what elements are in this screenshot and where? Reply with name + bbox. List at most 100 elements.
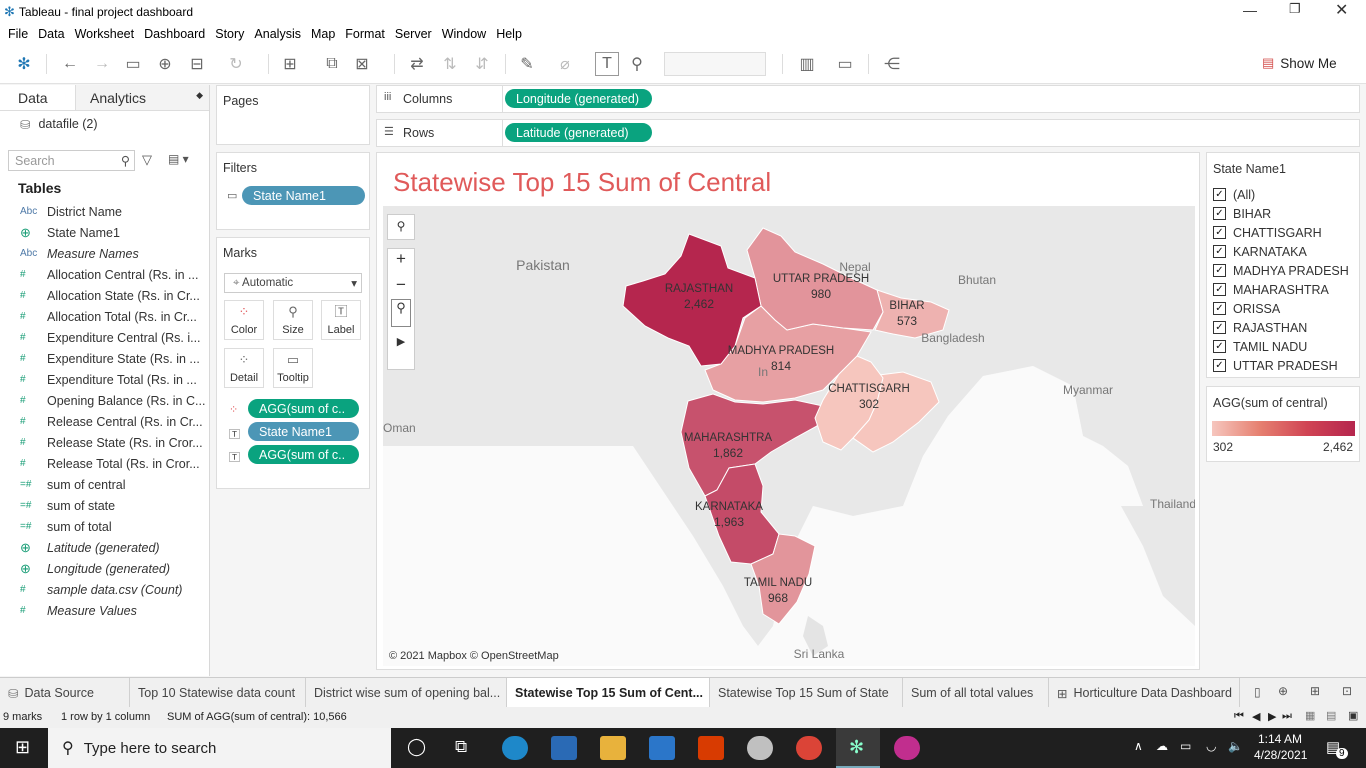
checkbox-checked-icon[interactable]: ✓ (1213, 188, 1226, 201)
tab-sheet-central[interactable]: Statewise Top 15 Sum of Cent... (507, 678, 710, 708)
state-shape-chattisgarh[interactable] (814, 355, 884, 451)
state-shape-bihar[interactable] (874, 289, 950, 339)
tab-data-source[interactable]: ⛁ Data Source (0, 678, 130, 708)
field-item[interactable]: ⊕ Longitude (generated) (0, 558, 209, 579)
new-story-tab-icon[interactable]: ⊡ (1342, 684, 1353, 698)
menu-dashboard[interactable]: Dashboard (144, 26, 206, 41)
filmstrip-view-icon[interactable]: ▤ (1326, 710, 1337, 722)
sheet-nav-prev-icon[interactable]: ◀ (1252, 711, 1261, 723)
clock-date[interactable]: 4/28/2021 (1254, 748, 1308, 762)
menu-story[interactable]: Story (215, 26, 245, 41)
field-item[interactable]: # sample data.csv (Count) (0, 579, 209, 600)
volume-icon[interactable]: 🔈 (1228, 739, 1243, 753)
wifi-icon[interactable]: ◡ (1206, 739, 1217, 753)
field-item[interactable]: Abc District Name (0, 201, 209, 222)
marks-label-pill-state[interactable]: State Name1 (248, 422, 359, 441)
new-datasource-icon[interactable]: ⊕ (158, 56, 172, 73)
field-item[interactable]: # Allocation Central (Rs. in ... (0, 264, 209, 285)
new-story-icon[interactable]: ▯ (1254, 685, 1261, 699)
expand-toolbar-icon[interactable]: ▶ (396, 336, 406, 348)
state-filter-item[interactable]: ✓ CHATTISGARH (1207, 223, 1359, 242)
field-item[interactable]: # Measure Values (0, 600, 209, 621)
tabs-view-icon[interactable]: ▣ (1348, 710, 1359, 722)
share-icon[interactable]: ⋲ (884, 56, 900, 73)
checkbox-checked-icon[interactable]: ✓ (1213, 302, 1226, 315)
show-me-button[interactable]: ▤ Show Me (1262, 55, 1337, 71)
refresh-icon[interactable]: ↻ (229, 56, 243, 73)
state-filter-item[interactable]: ✓ RAJASTHAN (1207, 318, 1359, 337)
photos-icon[interactable] (747, 736, 773, 760)
field-item[interactable]: # Opening Balance (Rs. in C... (0, 390, 209, 411)
minimize-button[interactable]: — (1243, 2, 1257, 18)
state-filter-item[interactable]: ✓ (All) (1207, 185, 1359, 204)
checkbox-checked-icon[interactable]: ✓ (1213, 226, 1226, 239)
search-input[interactable]: Search ⚲ (8, 150, 135, 171)
clear-sheet-icon[interactable]: ⊠ (355, 56, 369, 73)
clock-time[interactable]: 1:14 AM (1258, 732, 1303, 746)
map-search-button[interactable]: ⚲ (387, 214, 415, 240)
checkbox-checked-icon[interactable]: ✓ (1213, 359, 1226, 372)
tab-dashboard[interactable]: ⊞ Horticulture Data Dashboard (1049, 678, 1240, 708)
rows-pill[interactable]: Latitude (generated) (505, 123, 652, 142)
mail-icon[interactable] (649, 736, 675, 760)
show-hidden-icons[interactable]: ∧ (1134, 739, 1143, 753)
size-button[interactable]: ⚲ Size (273, 300, 313, 340)
marks-color-pill[interactable]: AGG(sum of c.. (248, 399, 359, 418)
save-icon[interactable]: ▭ (125, 56, 141, 73)
tableau-home-icon[interactable]: ✻ (17, 56, 31, 73)
map-attribution[interactable]: © 2021 Mapbox © OpenStreetMap (389, 650, 559, 662)
field-item[interactable]: ⊕ Latitude (generated) (0, 537, 209, 558)
checkbox-checked-icon[interactable]: ✓ (1213, 264, 1226, 277)
field-item[interactable]: =# sum of state (0, 495, 209, 516)
menu-help[interactable]: Help (496, 26, 522, 41)
field-item[interactable]: =# sum of central (0, 474, 209, 495)
tab-data[interactable]: Data (0, 85, 76, 110)
new-sheet-icon[interactable]: ⊕ (1278, 684, 1289, 698)
map-canvas[interactable]: RAJASTHAN 2,462 KARNATAKA 1,963 MAHARASHTRA 1… (383, 206, 1195, 666)
paint-icon[interactable] (894, 736, 920, 760)
presentation-icon[interactable]: ▭ (837, 56, 853, 73)
tableau-taskbar-icon[interactable]: ✻ (836, 728, 880, 768)
tab-sheet-total[interactable]: Sum of all total values (903, 678, 1049, 708)
checkbox-checked-icon[interactable]: ✓ (1213, 207, 1226, 220)
swap-icon[interactable]: ⇄ (410, 56, 424, 73)
zoom-out-button[interactable]: − (396, 275, 406, 294)
tab-sheet-top10[interactable]: Top 10 Statewise data count (130, 678, 306, 708)
sheet-nav-first-icon[interactable]: ⏮ (1234, 710, 1244, 722)
menu-file[interactable]: File (8, 26, 29, 41)
show-labels-icon[interactable]: T (595, 52, 619, 76)
task-view-icon[interactable]: ⧉ (455, 737, 468, 756)
menu-window[interactable]: Window (441, 26, 487, 41)
menu-worksheet[interactable]: Worksheet (74, 26, 135, 41)
menu-data[interactable]: Data (38, 26, 65, 41)
state-shape-maharashtra[interactable] (680, 393, 824, 497)
taskbar-search[interactable]: ⚲ Type here to search (48, 728, 391, 768)
edge-icon[interactable] (502, 736, 528, 760)
undo-icon[interactable]: ← (62, 55, 78, 72)
checkbox-checked-icon[interactable]: ✓ (1213, 245, 1226, 258)
field-item[interactable]: ⊕ State Name1 (0, 222, 209, 243)
tab-analytics[interactable]: Analytics ◆ (76, 85, 209, 110)
menu-format[interactable]: Format (345, 26, 385, 41)
windows-start-icon[interactable]: ⊞ (15, 737, 31, 757)
duplicate-icon[interactable]: ⧉ (326, 55, 338, 72)
sheet-nav-last-icon[interactable]: ⏭ (1282, 710, 1292, 722)
close-button[interactable]: ✕ (1335, 2, 1349, 19)
show-cards-icon[interactable]: ▥ (799, 56, 815, 73)
field-item[interactable]: # Allocation State (Rs. in Cr... (0, 285, 209, 306)
tooltip-button[interactable]: ▭ Tooltip (273, 348, 313, 388)
detail-button[interactable]: ⁘ Detail (224, 348, 264, 388)
network-icon[interactable]: ☁ (1156, 739, 1168, 753)
view-list-icon[interactable]: ▤ ▾ (168, 152, 189, 166)
menu-server[interactable]: Server (394, 26, 432, 41)
state-filter-item[interactable]: ✓ BIHAR (1207, 204, 1359, 223)
field-item[interactable]: # Expenditure Total (Rs. in ... (0, 369, 209, 390)
grid-view-icon[interactable]: ▦ (1305, 710, 1316, 722)
field-item[interactable]: # Expenditure Central (Rs. i... (0, 327, 209, 348)
state-shape-rajasthan[interactable] (622, 233, 762, 367)
state-filter-item[interactable]: ✓ MADHYA PRADESH (1207, 261, 1359, 280)
tab-sheet-state[interactable]: Statewise Top 15 Sum of State (710, 678, 903, 708)
checkbox-checked-icon[interactable]: ✓ (1213, 283, 1226, 296)
marks-label-pill-value[interactable]: AGG(sum of c.. (248, 445, 359, 464)
filter-icon[interactable]: ▽ (142, 152, 152, 167)
